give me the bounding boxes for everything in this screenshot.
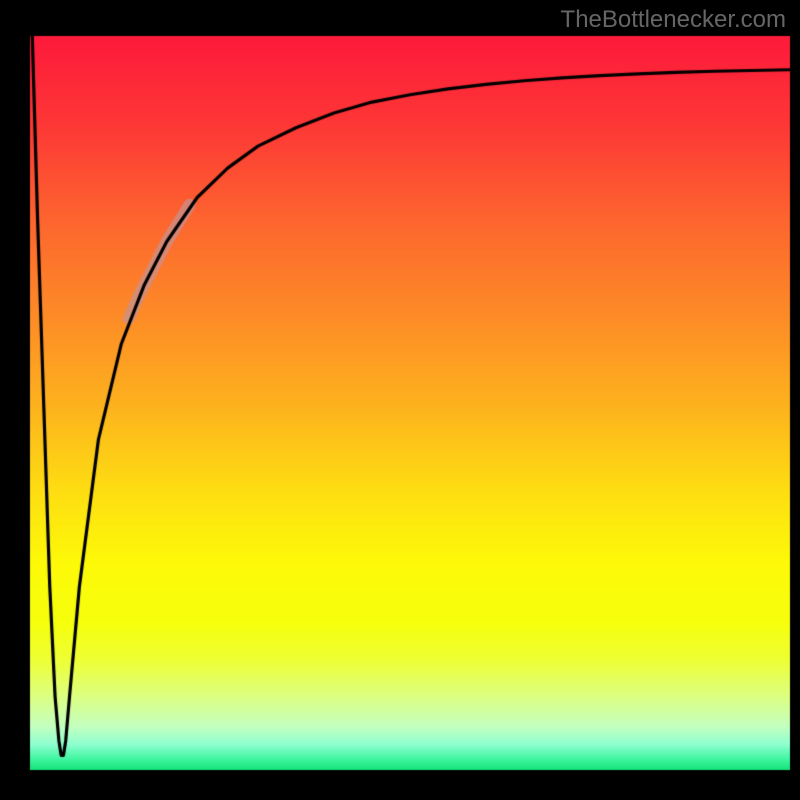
watermark-text: TheBottlenecker.com — [561, 6, 786, 34]
plot-canvas — [0, 0, 800, 800]
figure-root: TheBottlenecker.com — [0, 0, 800, 800]
plot-canvas-wrap — [0, 0, 800, 800]
